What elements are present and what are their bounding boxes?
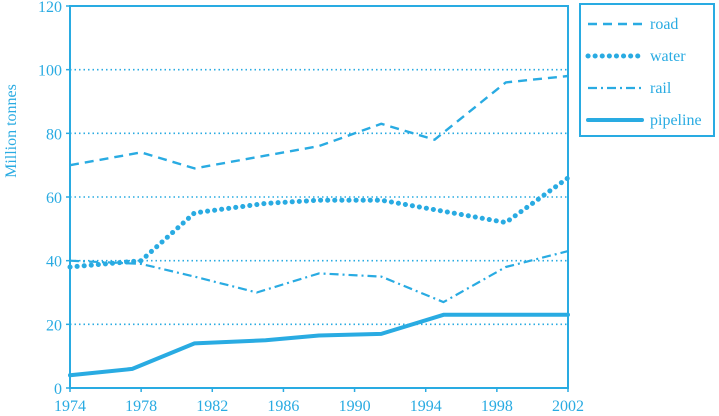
- y-tick-label: 120: [38, 0, 62, 16]
- x-tick-label: 1982: [196, 398, 228, 415]
- legend-frame: [579, 3, 715, 137]
- y-tick-label: 20: [46, 317, 62, 334]
- y-tick-label: 40: [46, 254, 62, 271]
- y-tick-label: 0: [54, 381, 62, 398]
- series-line-rail: [69, 250, 569, 304]
- axis-ticks: 0 20 40 60 80 100 120 1974 1978 1982 1986 1990 1994 1…: [38, 0, 584, 415]
- series-line-road: [69, 74, 569, 170]
- legend-label-pipeline: pipeline: [650, 112, 702, 129]
- legend-label-rail: rail: [650, 80, 672, 97]
- legend-label-road: road: [650, 16, 678, 33]
- y-tick-label: 100: [38, 63, 62, 80]
- x-tick-label: 1978: [125, 398, 157, 415]
- x-tick-label: 1986: [267, 398, 299, 415]
- y-axis-label: Million tonnes: [3, 84, 20, 178]
- series-lines: [67, 74, 571, 378]
- x-tick-label: 1998: [481, 398, 513, 415]
- series-line-water: [67, 175, 571, 270]
- y-tick-label: 80: [46, 126, 62, 143]
- legend: road water rail pipeline: [579, 3, 715, 137]
- gridlines: [70, 68, 568, 326]
- series-line-pipeline: [68, 312, 570, 378]
- x-tick-label: 1990: [339, 398, 371, 415]
- y-tick-label: 60: [46, 190, 62, 207]
- x-tick-label: 1994: [410, 398, 442, 415]
- x-tick-label: 1974: [54, 398, 86, 415]
- legend-label-water: water: [650, 48, 686, 65]
- x-tick-label: 2002: [552, 398, 584, 415]
